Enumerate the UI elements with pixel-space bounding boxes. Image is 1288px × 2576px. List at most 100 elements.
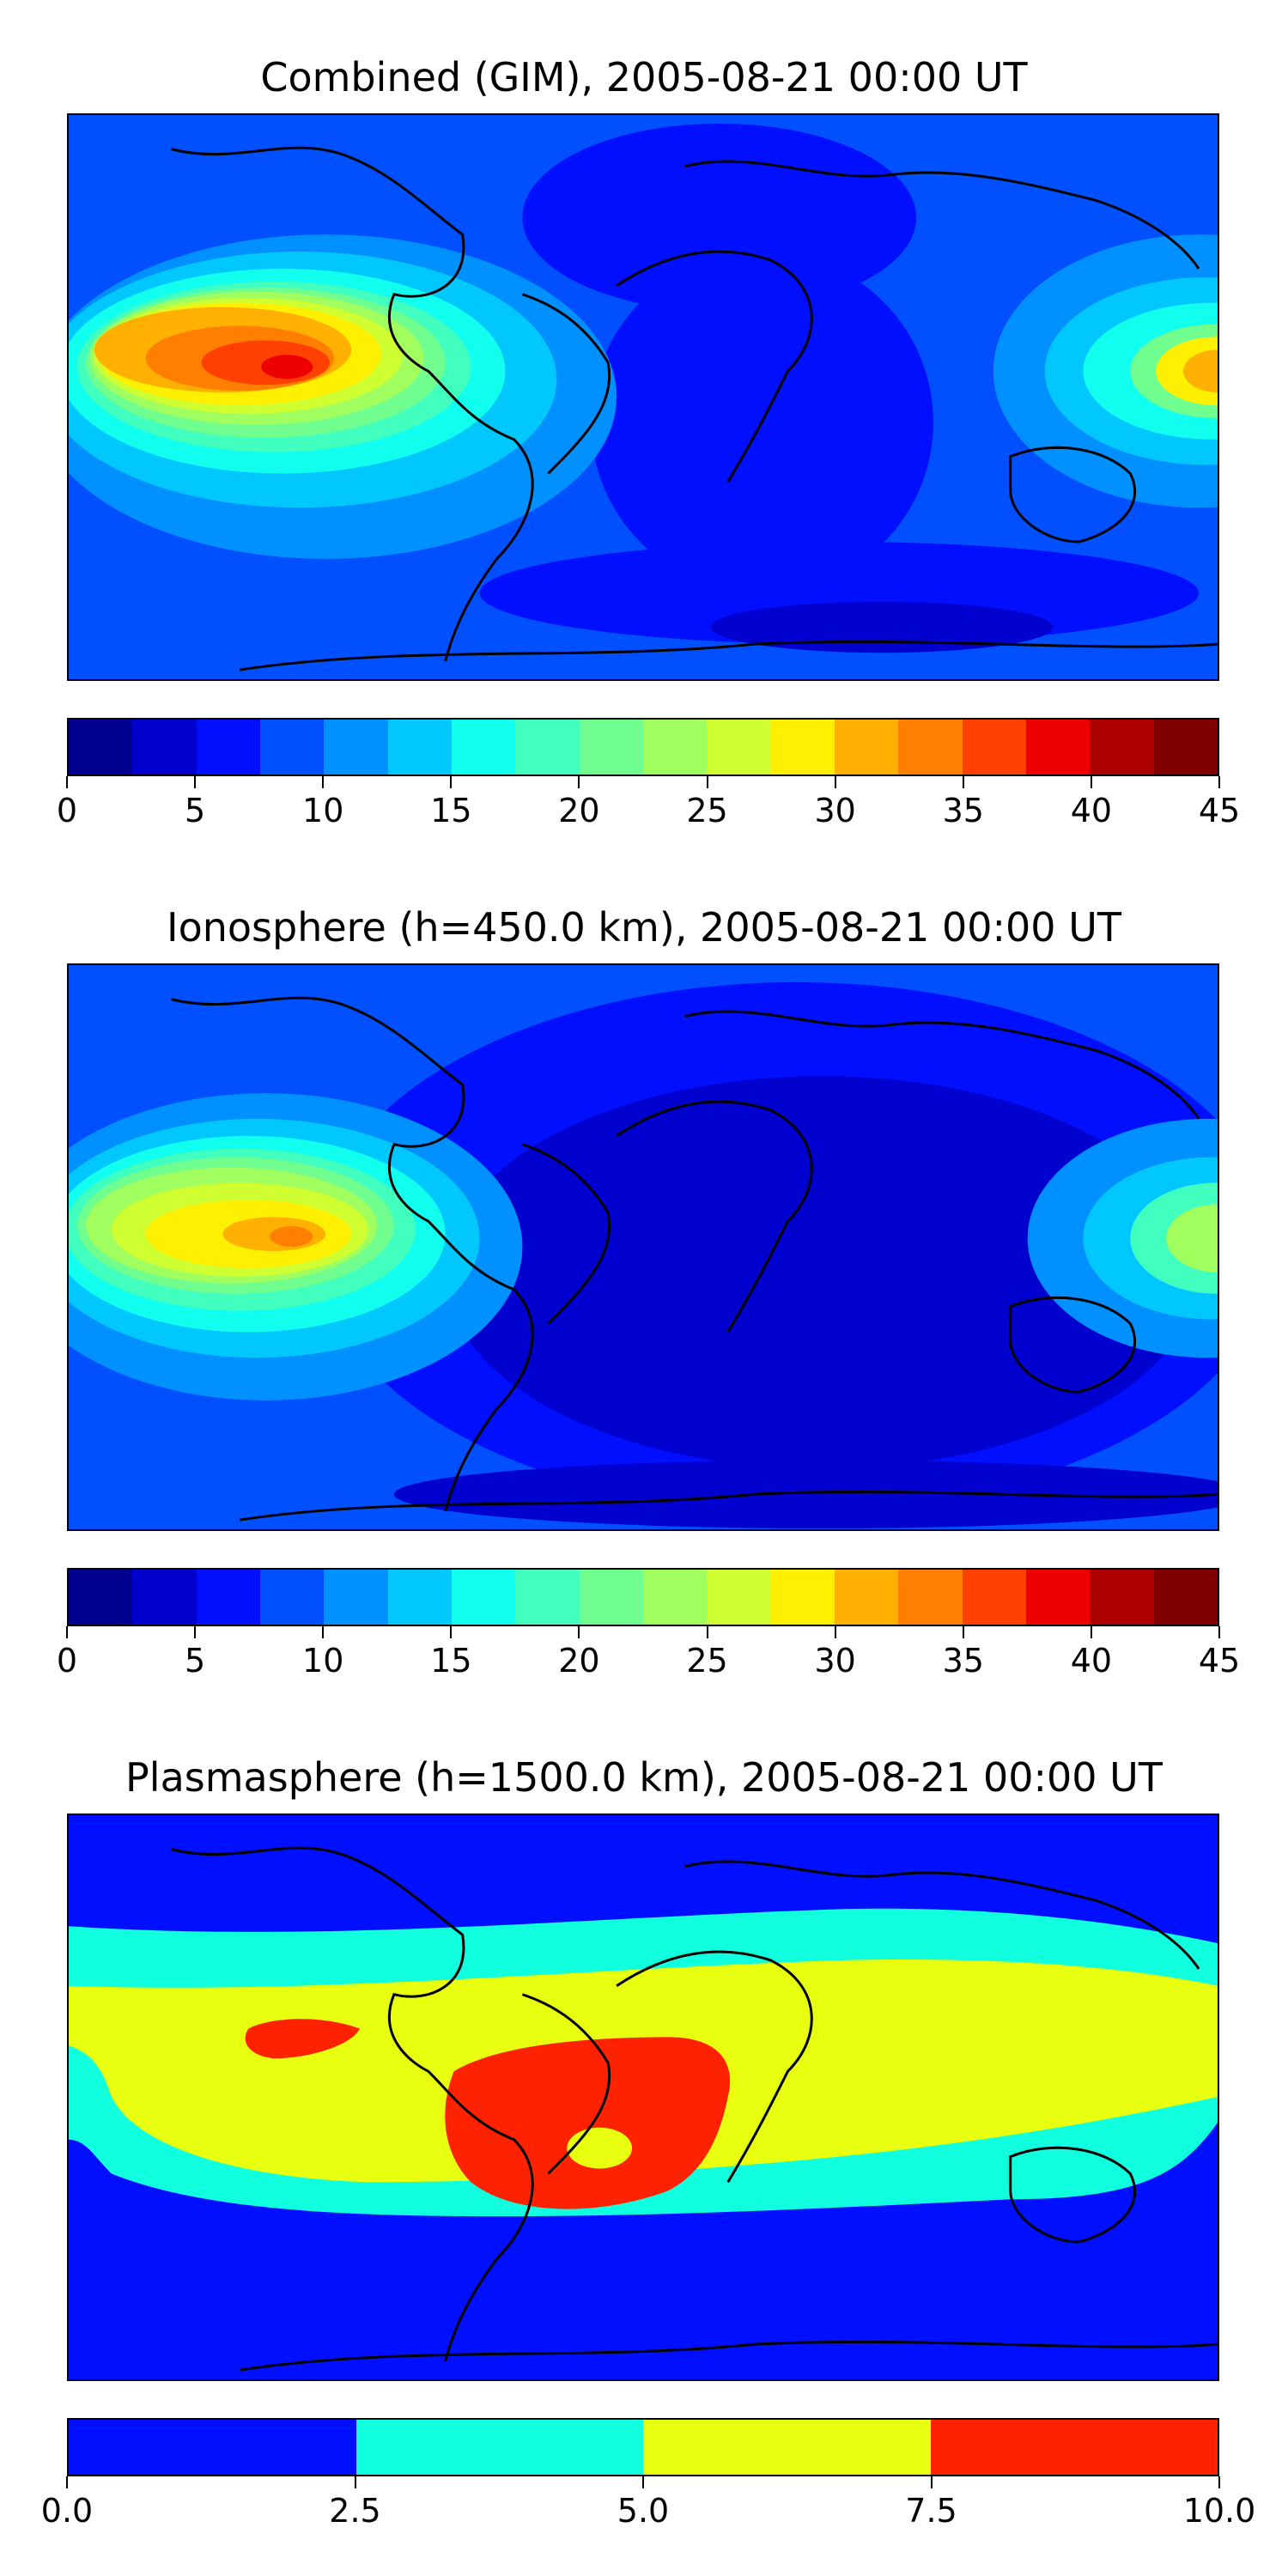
colorbar-segment: [898, 720, 963, 775]
colorbar-tick-mark: [1218, 1626, 1220, 1638]
colorbar-tick-mark: [322, 776, 325, 788]
colorbar-segment: [930, 2420, 1218, 2475]
colorbar-tick-mark: [962, 776, 964, 788]
colorbar-tick-mark: [1218, 776, 1220, 788]
colorbar-segment: [132, 720, 197, 775]
colorbar-ionosphere: [67, 1568, 1219, 1626]
colorbar-tick-label: 15: [430, 1642, 472, 1680]
colorbar-tick-mark: [1090, 776, 1092, 788]
colorbar-segment: [643, 2420, 931, 2475]
map-combined: [67, 113, 1219, 681]
panel-title-plasmasphere: Plasmasphere (h=1500.0 km), 2005-08-21 0…: [125, 1754, 1163, 1801]
colorbar-tick-mark: [962, 1626, 964, 1638]
colorbar-tick-label: 10: [302, 792, 344, 829]
colorbar-segment: [515, 1570, 580, 1625]
colorbar-combined: [67, 718, 1219, 776]
colorbar-tick-label: 10: [302, 1642, 344, 1680]
colorbar-tick-label: 25: [686, 792, 728, 829]
colorbar-tick-label: 40: [1070, 792, 1113, 829]
colorbar-tick-mark: [450, 1626, 453, 1638]
colorbar-segment: [1025, 1570, 1091, 1625]
colorbar-ticks-plasmasphere: 0.0 2.5 5.0 7.5 10.0: [41, 2476, 1255, 2530]
colorbar-segment: [69, 2420, 356, 2475]
colorbar-tick-label: 0.0: [40, 2492, 94, 2530]
colorbar-tick-label: 15: [430, 792, 472, 829]
colorbar-tick-mark: [1090, 1626, 1092, 1638]
colorbar-segment: [770, 1570, 835, 1625]
colorbar-segment: [451, 1570, 516, 1625]
colorbar-tick-label: 2.5: [329, 2492, 381, 2530]
colorbar-segment: [132, 1570, 197, 1625]
map-ionosphere: [67, 963, 1219, 1531]
colorbar-segment: [579, 1570, 643, 1625]
colorbar-segment: [707, 720, 771, 775]
colorbar-segment: [1090, 1570, 1154, 1625]
colorbar-segment: [451, 720, 516, 775]
colorbar-tick-mark: [706, 776, 708, 788]
colorbar-segment: [962, 1570, 1026, 1625]
colorbar-segment: [834, 1570, 899, 1625]
colorbar-segment: [1025, 720, 1091, 775]
colorbar-segment: [1153, 1570, 1218, 1625]
colorbar-tick-mark: [194, 1626, 197, 1638]
colorbar-tick-label: 30: [814, 1642, 856, 1680]
colorbar-tick-label: 30: [814, 792, 856, 829]
colorbar-tick-label: 20: [558, 792, 600, 829]
colorbar-segment: [259, 720, 325, 775]
colorbar-tick-mark: [578, 776, 580, 788]
colorbar-tick-label: 45: [1198, 792, 1241, 829]
colorbar-tick-label: 10.0: [1182, 2492, 1256, 2530]
colorbar-tick-label: 25: [686, 1642, 728, 1680]
colorbar-tick-mark: [834, 1626, 836, 1638]
colorbar-tick-label: 5: [185, 1642, 206, 1680]
colorbar-tick-mark: [642, 2476, 644, 2488]
colorbar-tick-mark: [66, 2476, 68, 2488]
colorbar-ticks-combined: 0 5 10 15 20 25 30 35 40 45: [57, 776, 1240, 829]
colorbar-segment: [196, 1570, 260, 1625]
colorbar-segment: [196, 720, 260, 775]
colorbar-tick-mark: [1218, 2476, 1220, 2488]
colorbar-segment: [642, 1570, 708, 1625]
colorbar-tick-mark: [66, 776, 68, 788]
colorbar-tick-label: 5: [185, 792, 206, 829]
colorbar-tick-mark: [66, 1626, 68, 1638]
colorbar-tick-label: 0: [56, 1642, 78, 1680]
colorbar-segment: [579, 720, 643, 775]
colorbar-tick-label: 45: [1198, 1642, 1241, 1680]
colorbar-tick-mark: [194, 776, 197, 788]
colorbar-segment: [898, 1570, 963, 1625]
colorbar-segment: [324, 720, 388, 775]
colorbar-segment: [642, 720, 708, 775]
colorbar-segment: [324, 1570, 388, 1625]
colorbar-tick-mark: [354, 2476, 356, 2488]
colorbar-tick-label: 20: [558, 1642, 600, 1680]
panel-title-combined: Combined (GIM), 2005-08-21 00:00 UT: [260, 54, 1028, 100]
colorbar-tick-label: 35: [942, 792, 984, 829]
colorbar-segment: [259, 1570, 325, 1625]
colorbar-tick-mark: [578, 1626, 580, 1638]
colorbar-segment: [387, 720, 452, 775]
colorbar-segment: [1090, 720, 1154, 775]
colorbar-segment: [1153, 720, 1218, 775]
colorbar-tick-label: 7.5: [905, 2492, 957, 2530]
panel-title-ionosphere: Ionosphere (h=450.0 km), 2005-08-21 00:0…: [167, 904, 1121, 951]
colorbar-plasmasphere: [67, 2418, 1219, 2476]
colorbar-segment: [355, 2420, 643, 2475]
colorbar-tick-mark: [834, 776, 836, 788]
colorbar-segment: [515, 720, 580, 775]
colorbar-segment: [387, 1570, 452, 1625]
colorbar-tick-mark: [450, 776, 453, 788]
colorbar-segment: [69, 720, 133, 775]
colorbar-tick-label: 0: [56, 792, 78, 829]
colorbar-tick-mark: [930, 2476, 933, 2488]
colorbar-tick-label: 35: [942, 1642, 984, 1680]
map-plasmasphere: [67, 1814, 1219, 2381]
colorbar-tick-label: 40: [1070, 1642, 1113, 1680]
colorbar-segment: [69, 1570, 133, 1625]
colorbar-tick-mark: [322, 1626, 325, 1638]
colorbar-segment: [962, 720, 1026, 775]
colorbar-ticks-ionosphere: 0 5 10 15 20 25 30 35 40 45: [57, 1626, 1240, 1680]
colorbar-tick-label: 5.0: [617, 2492, 670, 2530]
colorbar-segment: [834, 720, 899, 775]
colorbar-tick-mark: [706, 1626, 708, 1638]
